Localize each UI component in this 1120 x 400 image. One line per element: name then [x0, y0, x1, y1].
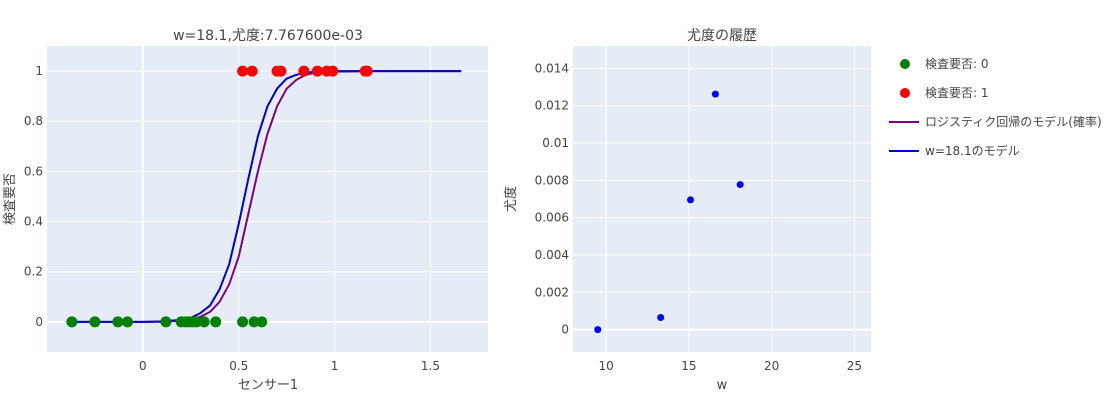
data-point-class0 — [89, 316, 101, 328]
right-plot-background — [573, 46, 871, 352]
legend-marker-class0 — [900, 59, 910, 69]
x-tick-label: 1.5 — [421, 359, 440, 373]
y-tick-label: 0.6 — [24, 164, 43, 178]
data-point-class1 — [327, 65, 339, 77]
y-tick-label: 0.4 — [24, 215, 43, 229]
left-x-axis-label: センサー1 — [238, 378, 298, 393]
legend-label-model-w: w=18.1のモデル — [925, 143, 1020, 158]
left-plot-ticks: 0 0.5 1 1.5 0 0.2 0.4 0.6 0.8 1 — [24, 64, 440, 373]
right-plot-series — [594, 90, 744, 334]
left-chart-title: w=18.1,尤度:7.767600e-03 — [173, 28, 363, 44]
data-point-class1 — [275, 65, 287, 77]
x-tick-label: 10 — [598, 359, 613, 373]
data-point-class1 — [237, 65, 249, 77]
y-tick-label: 0.014 — [535, 61, 569, 75]
data-point-class1 — [311, 65, 323, 77]
data-point-history — [736, 181, 744, 189]
data-point-class1 — [361, 65, 373, 77]
data-point-class0 — [256, 316, 268, 328]
y-tick-label: 0.01 — [542, 136, 569, 150]
right-y-axis-label: 尤度 — [503, 186, 519, 212]
legend-marker-class1 — [900, 88, 910, 98]
y-tick-label: 0 — [561, 323, 569, 337]
x-tick-label: 15 — [681, 359, 696, 373]
data-point-history — [594, 326, 602, 334]
x-tick-label: 1 — [331, 359, 339, 373]
y-tick-label: 1 — [35, 64, 43, 78]
data-point-class0 — [248, 316, 260, 328]
left-plot-series — [66, 65, 462, 328]
y-tick-label: 0.8 — [24, 114, 43, 128]
x-tick-label: 0 — [139, 359, 147, 373]
data-point-class0 — [210, 316, 222, 328]
right-plot: 10 15 20 25 0 0.002 0.004 0.006 0.008 0.01 0.012 0.… — [503, 28, 871, 393]
legend-item-model[interactable]: ロジスティク回帰のモデル(確率) — [889, 114, 1102, 129]
data-point-class0 — [122, 316, 133, 328]
right-x-axis-label: w — [717, 378, 728, 393]
left-y-axis-label: 検査要否 — [3, 173, 18, 225]
legend: 検査要否: 0 検査要否: 1 ロジスティク回帰のモデル(確率) w=18.1の… — [889, 57, 1102, 158]
y-tick-label: 0.002 — [535, 285, 569, 299]
x-tick-label: 0.5 — [229, 359, 248, 373]
y-tick-label: 0.012 — [535, 99, 569, 113]
y-tick-label: 0.006 — [535, 211, 569, 225]
data-point-class0 — [112, 316, 124, 328]
x-tick-label: 20 — [764, 359, 779, 373]
data-point-class0 — [237, 316, 249, 328]
left-plot-background — [47, 46, 488, 352]
data-point-class0 — [160, 316, 172, 328]
right-chart-title: 尤度の履歴 — [687, 28, 757, 44]
y-tick-label: 0 — [35, 315, 43, 329]
data-point-class0 — [198, 316, 210, 328]
data-point-class0 — [191, 316, 203, 328]
x-tick-label: 25 — [847, 359, 862, 373]
data-point-class1 — [246, 65, 258, 77]
data-point-history — [687, 196, 694, 204]
legend-item-model-w[interactable]: w=18.1のモデル — [889, 143, 1020, 158]
data-point-history — [711, 90, 719, 98]
y-tick-label: 0.008 — [535, 173, 569, 187]
left-plot: 0 0.5 1 1.5 0 0.2 0.4 0.6 0.8 1 w=18.1,尤度:7.76760… — [3, 28, 488, 393]
legend-item-class1[interactable]: 検査要否: 1 — [900, 86, 989, 100]
y-tick-label: 0.004 — [535, 248, 569, 262]
data-point-history — [657, 314, 665, 321]
legend-label-model: ロジスティク回帰のモデル(確率) — [925, 114, 1102, 129]
legend-item-class0[interactable]: 検査要否: 0 — [900, 57, 989, 71]
data-point-class1 — [298, 65, 310, 77]
legend-label-class1: 検査要否: 1 — [925, 86, 989, 100]
legend-label-class0: 検査要否: 0 — [925, 57, 989, 71]
right-plot-ticks: 10 15 20 25 0 0.002 0.004 0.006 0.008 0.01 0.012 0.… — [535, 61, 862, 373]
data-point-class0 — [66, 316, 78, 328]
right-plot-grid — [573, 46, 871, 352]
y-tick-label: 0.2 — [24, 265, 43, 279]
